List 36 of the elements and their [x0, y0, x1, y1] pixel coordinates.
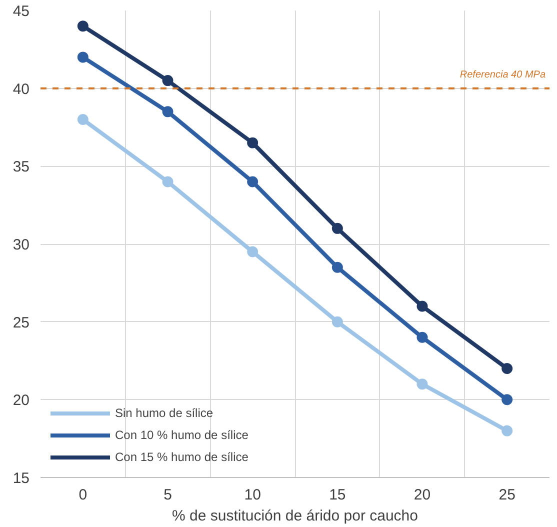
- point: [77, 114, 88, 125]
- point: [162, 75, 174, 86]
- point: [502, 394, 513, 406]
- y-tick-label: 20: [12, 392, 30, 410]
- y-tick-label: 35: [12, 158, 30, 176]
- point: [162, 106, 174, 118]
- point: [416, 378, 428, 390]
- y-tick-label: 30: [12, 236, 30, 254]
- legend-label: Con 10 % humo de sílice: [115, 428, 248, 442]
- x-tick-label: 5: [164, 486, 172, 504]
- point: [332, 316, 343, 328]
- point: [416, 332, 428, 343]
- y-tick-label: 40: [12, 80, 30, 98]
- x-tick-label: 10: [244, 486, 261, 504]
- y-tick-label: 25: [12, 314, 30, 332]
- point: [332, 222, 343, 234]
- point: [77, 52, 88, 63]
- legend-label: Sin humo de sílice: [115, 406, 214, 420]
- y-tick-label: 45: [12, 3, 30, 20]
- x-axis-title: % de sustitución de árido por caucho: [172, 508, 418, 524]
- point: [332, 262, 343, 273]
- point: [502, 425, 513, 436]
- x-tick-label: 20: [414, 486, 431, 504]
- point: [502, 363, 513, 374]
- point: [247, 176, 258, 188]
- y-tick-label: 15: [12, 470, 30, 487]
- point: [77, 20, 88, 32]
- x-tick-label: 15: [329, 486, 346, 504]
- point: [247, 137, 258, 148]
- legend-label: Con 15 % humo de sílice: [115, 450, 248, 464]
- point: [162, 176, 174, 188]
- ref-line-label: Referencia 40 MPa: [460, 69, 546, 80]
- point: [247, 246, 258, 258]
- x-tick-label: 0: [78, 486, 88, 504]
- point: [416, 300, 428, 312]
- x-tick-label: 25: [498, 486, 516, 504]
